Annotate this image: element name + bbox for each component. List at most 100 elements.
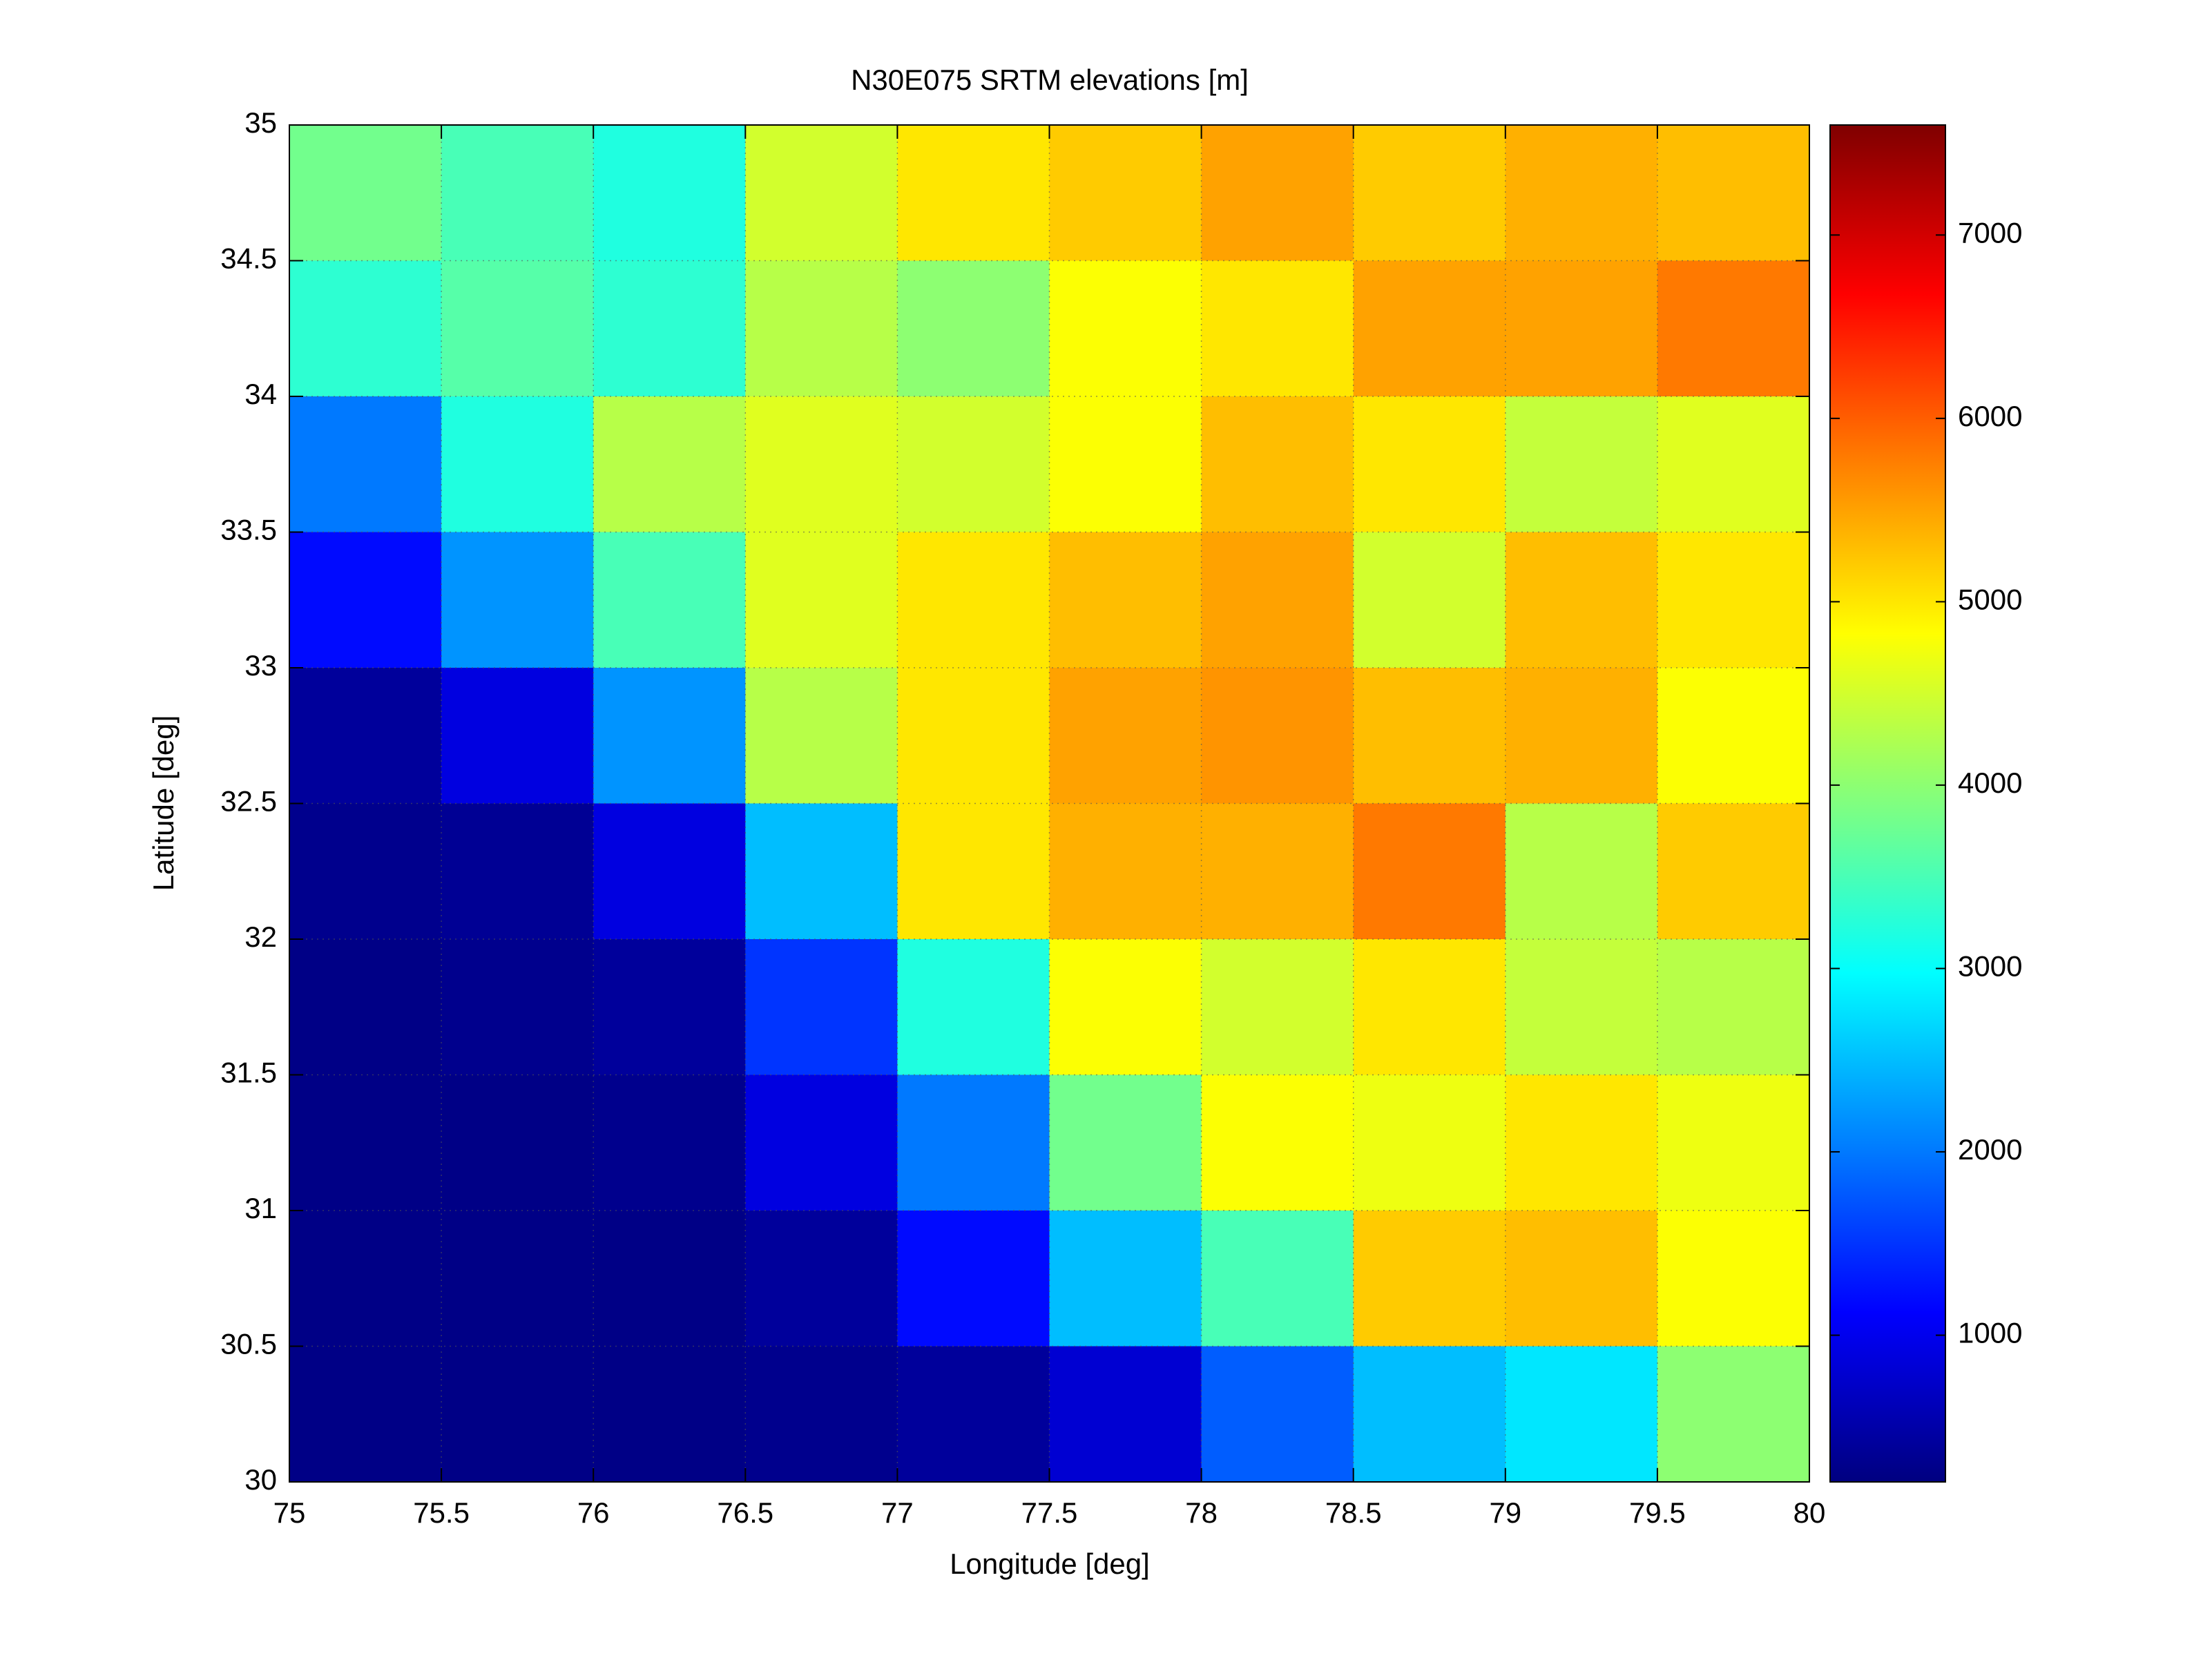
- heatmap-cell: [1657, 1074, 1810, 1211]
- heatmap-cell: [289, 125, 442, 261]
- heatmap-cell: [1201, 260, 1354, 397]
- heatmap-cell: [441, 668, 594, 804]
- y-tick-label: 31.5: [220, 1057, 277, 1089]
- heatmap-cell: [1505, 939, 1658, 1075]
- heatmap-cell: [593, 1211, 746, 1347]
- heatmap-cell: [1201, 1346, 1354, 1483]
- colorbar-tick-label: 4000: [1958, 767, 2022, 799]
- heatmap-cell: [593, 396, 746, 532]
- heatmap-cell: [1353, 939, 1506, 1075]
- heatmap-cell: [1049, 396, 1202, 532]
- heatmap-cell: [897, 260, 1050, 397]
- y-tick-label: 34: [244, 378, 277, 410]
- y-tick-label: 33.5: [220, 514, 277, 546]
- heatmap-cell: [441, 939, 594, 1075]
- heatmap-cell: [1505, 125, 1658, 261]
- heatmap-cell: [1353, 803, 1506, 940]
- heatmap-cell: [593, 668, 746, 804]
- heatmap-cell: [1049, 1346, 1202, 1483]
- heatmap-cell: [441, 1211, 594, 1347]
- heatmap-cell: [289, 396, 442, 532]
- heatmap-cell: [897, 668, 1050, 804]
- heatmap-cell: [289, 260, 442, 397]
- heatmap-cell: [289, 668, 442, 804]
- x-tick-label: 76.5: [717, 1496, 773, 1529]
- heatmap-cell: [289, 1346, 442, 1483]
- y-tick-label: 33: [244, 649, 277, 682]
- heatmap-cell: [593, 1074, 746, 1211]
- y-tick-label: 30: [244, 1463, 277, 1496]
- heatmap-cell: [1049, 803, 1202, 940]
- heatmap-cell: [1201, 1211, 1354, 1347]
- heatmap-cell: [897, 803, 1050, 940]
- heatmap-cell: [1505, 396, 1658, 532]
- heatmap-cell: [897, 1074, 1050, 1211]
- heatmap-cell: [1353, 260, 1506, 397]
- y-tick-label: 34.5: [220, 242, 277, 275]
- heatmap-cell: [1353, 1346, 1506, 1483]
- heatmap-cell: [1505, 1074, 1658, 1211]
- heatmap-cell: [289, 1211, 442, 1347]
- heatmap-cell: [441, 1074, 594, 1211]
- heatmap-cell: [593, 532, 746, 668]
- heatmap-cell: [897, 396, 1050, 532]
- colorbar-tick-label: 6000: [1958, 400, 2022, 432]
- heatmap-cell: [1657, 1346, 1810, 1483]
- heatmap-cell: [1201, 668, 1354, 804]
- x-tick-label: 77.5: [1021, 1496, 1078, 1529]
- plot-frame: [289, 124, 1810, 1483]
- heatmap-cell: [593, 939, 746, 1075]
- heatmap-cell: [1353, 1211, 1506, 1347]
- colorbar-tick-label: 5000: [1958, 583, 2022, 615]
- x-tick-label: 80: [1793, 1496, 1826, 1529]
- y-tick-label: 32.5: [220, 785, 277, 818]
- heatmap-cell: [1201, 532, 1354, 668]
- heatmap-cell: [745, 1211, 898, 1347]
- heatmap-cell: [289, 1074, 442, 1211]
- heatmap-cell: [289, 532, 442, 668]
- colorbar-tick-label: 3000: [1958, 950, 2022, 983]
- heatmap-cell: [1505, 803, 1658, 940]
- heatmap-cell: [897, 1346, 1050, 1483]
- y-tick-label: 35: [244, 106, 277, 139]
- heatmap-cell: [897, 1211, 1050, 1347]
- heatmap-cell: [1049, 668, 1202, 804]
- chart-title: N30E075 SRTM elevations [m]: [851, 64, 1249, 96]
- heatmap-cell: [1657, 125, 1810, 261]
- heatmap-cell: [1657, 803, 1810, 940]
- x-tick-label: 75.5: [413, 1496, 470, 1529]
- x-tick-label: 78.5: [1325, 1496, 1382, 1529]
- heatmap-cell: [897, 939, 1050, 1075]
- heatmap-cell: [1657, 260, 1810, 397]
- y-tick-label: 32: [244, 920, 277, 953]
- colorbar-tick-label: 7000: [1958, 216, 2022, 249]
- heatmap-cell: [745, 396, 898, 532]
- heatmap-cell: [441, 532, 594, 668]
- y-tick-label: 30.5: [220, 1328, 277, 1360]
- heatmap-cell: [441, 1346, 594, 1483]
- x-axis-label: Longitude [deg]: [950, 1548, 1150, 1580]
- heatmap-cell: [441, 396, 594, 532]
- heatmap-cell: [1353, 1074, 1506, 1211]
- heatmap-cell: [1505, 1211, 1658, 1347]
- x-tick-label: 79: [1489, 1496, 1521, 1529]
- heatmap-cell: [593, 260, 746, 397]
- heatmap-cell: [745, 668, 898, 804]
- heatmap-cell: [1049, 260, 1202, 397]
- heatmap-cell: [441, 260, 594, 397]
- colorbar: [1829, 124, 1946, 1483]
- heatmap-cell: [441, 803, 594, 940]
- heatmap-cell: [1201, 939, 1354, 1075]
- y-axis-label: Latitude [deg]: [147, 715, 180, 891]
- heatmap-cell: [289, 803, 442, 940]
- x-tick-label: 79.5: [1629, 1496, 1686, 1529]
- heatmap-cell: [1353, 125, 1506, 261]
- heatmap-cell: [593, 125, 746, 261]
- heatmap-cell: [1657, 396, 1810, 532]
- heatmap-cell: [1201, 125, 1354, 261]
- x-tick-label: 77: [881, 1496, 914, 1529]
- heatmap-cell: [1201, 396, 1354, 532]
- heatmap-cell: [593, 1346, 746, 1483]
